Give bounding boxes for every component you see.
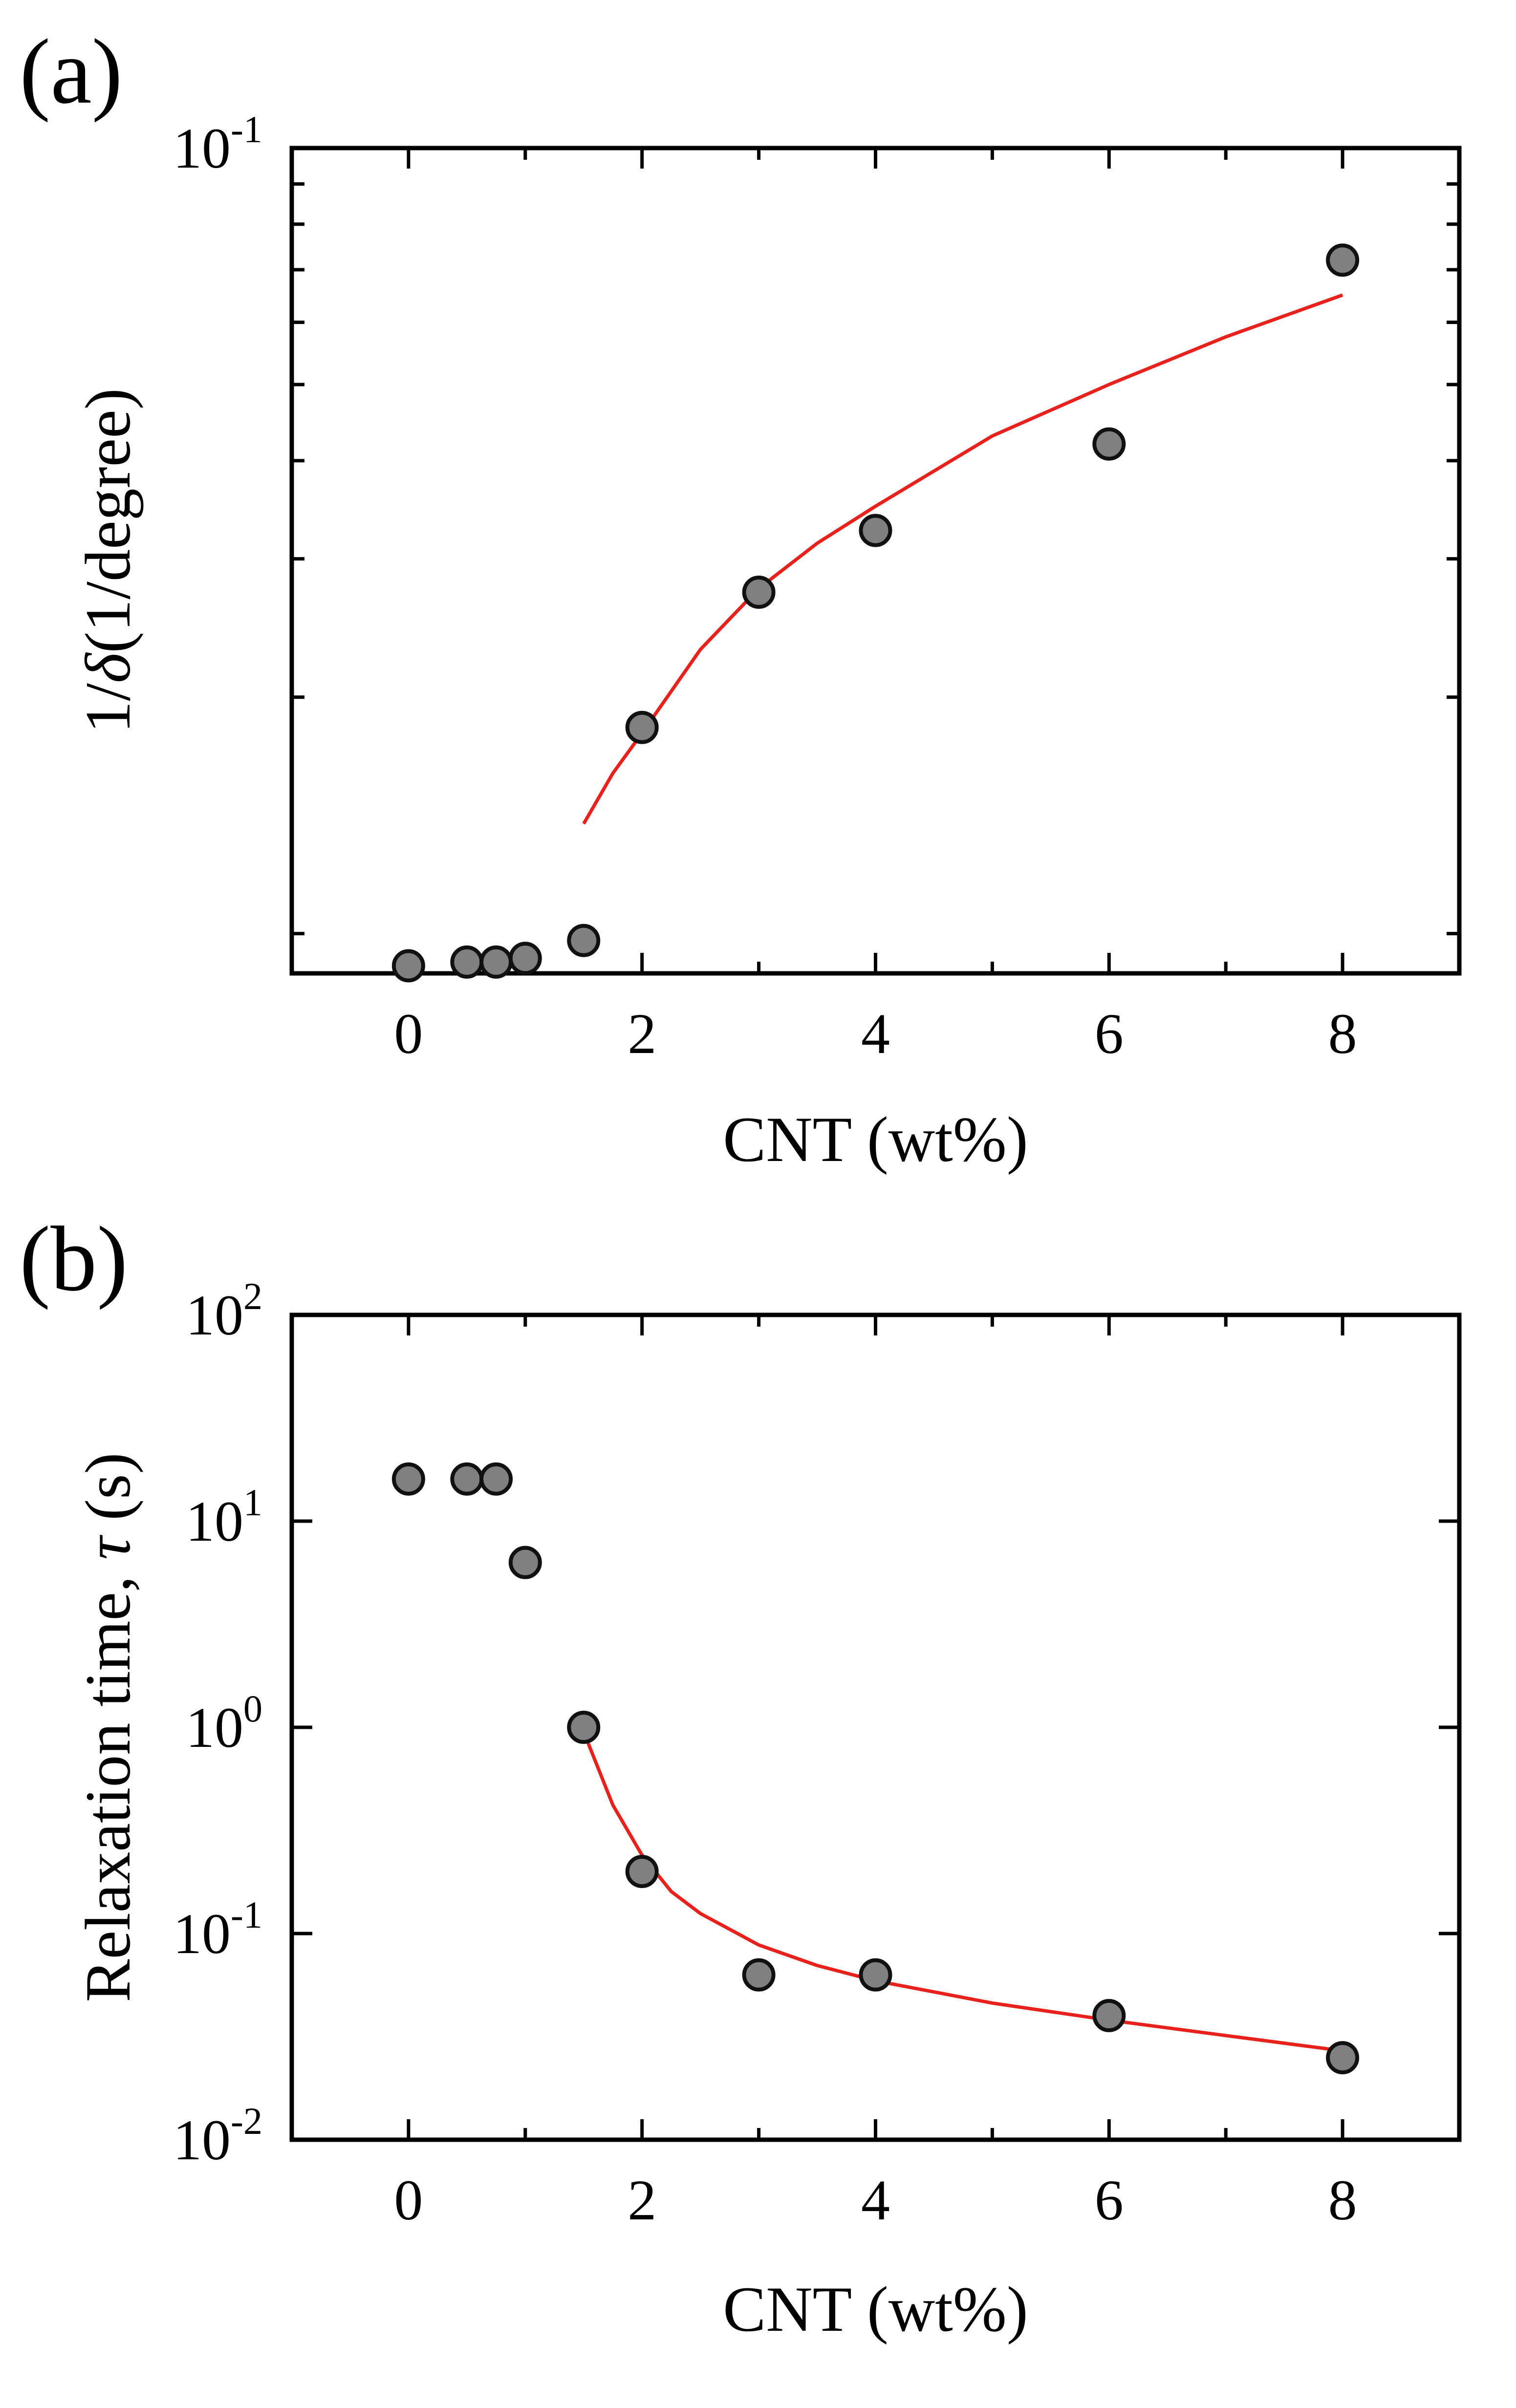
data-point [625, 1854, 659, 1888]
data-point [479, 1462, 513, 1496]
data-point [450, 945, 484, 979]
y-tick-label: 100 [186, 1687, 262, 1760]
x-tick-label: 2 [628, 2168, 656, 2232]
data-point [508, 1546, 542, 1579]
panel-label: (b) [20, 1208, 128, 1311]
data-point [567, 924, 601, 957]
data-point [859, 1958, 892, 1992]
x-tick-label: 6 [1095, 2168, 1124, 2232]
y-tick-label: 10-1 [173, 108, 262, 180]
panel-label: (a) [20, 21, 123, 123]
x-tick-label: 0 [394, 2168, 423, 2232]
x-tick-label: 8 [1328, 2168, 1357, 2232]
data-point [1326, 243, 1360, 277]
x-tick-label: 2 [628, 1002, 656, 1066]
x-tick-label: 0 [394, 1002, 423, 1066]
y-tick-label: 102 [186, 1275, 262, 1347]
fit-line [582, 1731, 1343, 2053]
data-point [479, 945, 513, 979]
y-tick-label: 101 [186, 1481, 262, 1553]
chart-panel-b: (b) 0 2 4 6 8 102 101 100 10-1 10-2 CNT (wt%) Relaxa… [20, 1208, 1462, 2345]
y-tick-label: 10-1 [173, 1893, 262, 1966]
y-axis-title: Relaxation time, τ (s) [72, 1453, 144, 2002]
x-axis-title: CNT (wt%) [723, 2273, 1028, 2345]
data-point [742, 1958, 776, 1992]
data-point [1326, 2041, 1360, 2075]
plot-frame [289, 1312, 1462, 2142]
data-point [742, 576, 776, 609]
chart-panel-a: (a) 0 2 4 6 8 10-1 CNT (wt%) 1/δ(1/degree) [20, 21, 1462, 1175]
x-tick-label: 6 [1095, 1002, 1124, 1066]
data-point [391, 949, 425, 983]
x-tick-label: 4 [861, 1002, 890, 1066]
plot-frame [289, 146, 1462, 976]
data-point [1092, 1999, 1126, 2032]
y-tick-label: 10-2 [173, 2100, 262, 2172]
data-point [567, 1711, 601, 1744]
y-axis-title: 1/δ(1/degree) [72, 388, 144, 733]
data-point [450, 1462, 484, 1496]
data-point [391, 1462, 425, 1496]
x-tick-label: 4 [861, 2168, 890, 2232]
x-tick-label: 8 [1328, 1002, 1357, 1066]
data-point [508, 942, 542, 975]
data-point [625, 710, 659, 744]
x-axis-title: CNT (wt%) [723, 1103, 1028, 1175]
data-point [1092, 427, 1126, 461]
fit-line [582, 293, 1343, 825]
data-point [859, 514, 892, 547]
